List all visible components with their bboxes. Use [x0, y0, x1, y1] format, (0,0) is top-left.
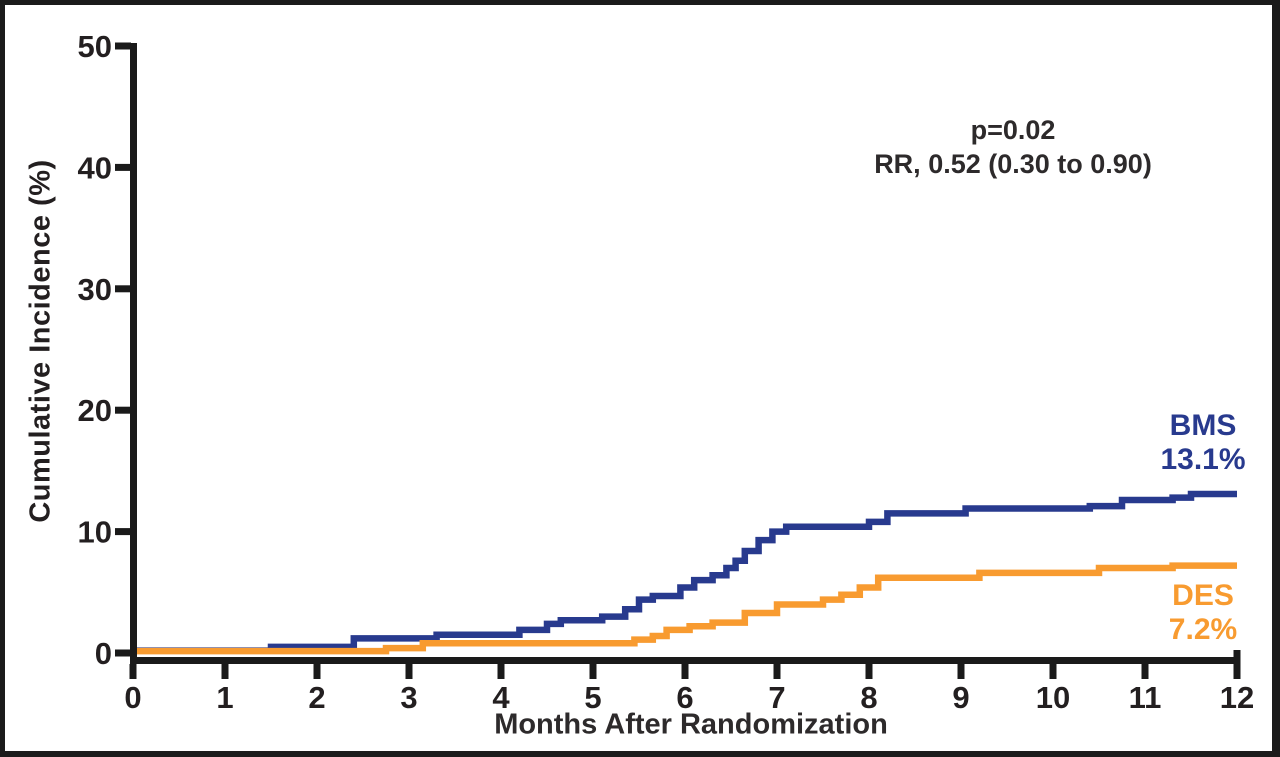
- x-tick-label-0: 0: [124, 680, 141, 715]
- stats-annotation: p=0.02 RR, 0.52 (0.30 to 0.90): [874, 113, 1152, 181]
- des-series-label: DES 7.2%: [1169, 579, 1237, 647]
- y-tick-label-40: 40: [78, 150, 112, 185]
- x-tick-label-12: 12: [1220, 680, 1254, 715]
- x-tick-label-7: 7: [768, 680, 785, 715]
- bms-series-name: BMS: [1169, 409, 1237, 442]
- y-tick-label-10: 10: [78, 515, 112, 550]
- x-tick-label-6: 6: [676, 680, 693, 715]
- y-axis-title: Cumulative Incidence (%): [24, 159, 57, 523]
- x-tick-label-8: 8: [860, 680, 877, 715]
- y-tick-label-0: 0: [95, 636, 112, 671]
- x-tick-label-11: 11: [1129, 680, 1162, 715]
- y-tick-label-30: 30: [78, 272, 112, 307]
- y-tick-label-20: 20: [78, 393, 112, 428]
- des-final-value: 7.2%: [1168, 613, 1238, 646]
- x-axis-title: Months After Randomization: [494, 708, 888, 741]
- p-value-text: p=0.02: [970, 115, 1056, 145]
- x-tick-label-1: 1: [216, 680, 233, 715]
- risk-ratio-text: RR, 0.52 (0.30 to 0.90): [874, 149, 1152, 179]
- x-tick-label-10: 10: [1036, 680, 1070, 715]
- des-series-name: DES: [1172, 579, 1234, 612]
- x-tick-label-9: 9: [952, 680, 969, 715]
- x-tick-label-4: 4: [492, 680, 510, 715]
- y-tick-label-50: 50: [78, 29, 112, 64]
- x-tick-label-5: 5: [584, 680, 601, 715]
- bms-final-value: 13.1%: [1160, 443, 1246, 476]
- x-tick-label-3: 3: [400, 680, 417, 715]
- x-tick-label-2: 2: [308, 680, 325, 715]
- bms-curve: [133, 490, 1237, 654]
- bms-series-label: BMS 13.1%: [1160, 409, 1245, 477]
- des-curve: [133, 562, 1237, 655]
